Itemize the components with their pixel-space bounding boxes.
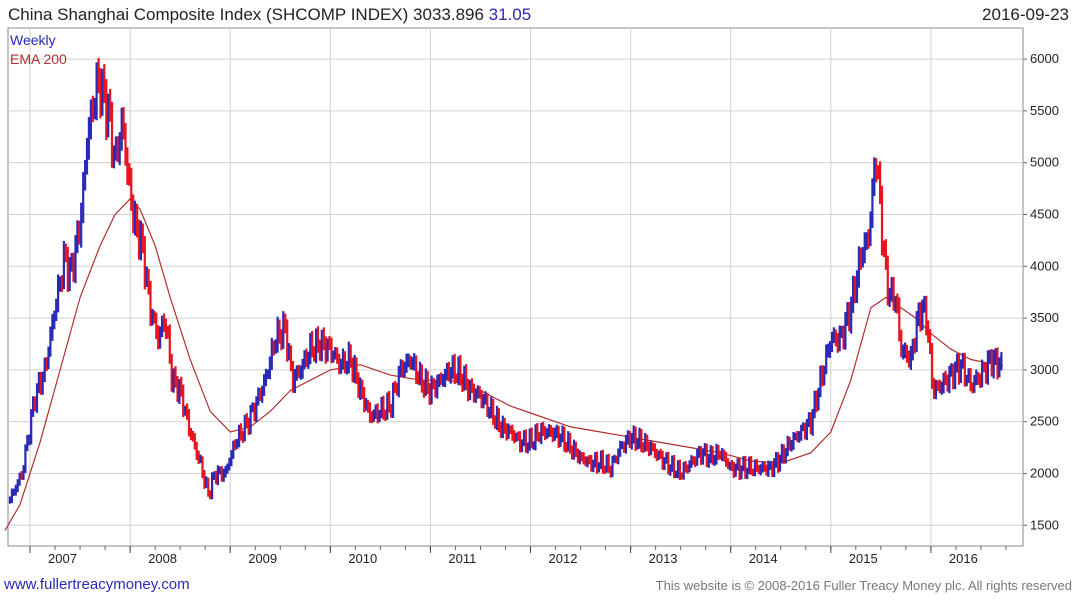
chart-date: 2016-09-23 (982, 5, 1069, 24)
legend-weekly: Weekly (10, 32, 56, 48)
x-tick-label: 2011 (448, 551, 476, 566)
website-link[interactable]: www.fullertreacymoney.com (4, 576, 190, 593)
y-tick-label: 2500 (1030, 414, 1059, 429)
y-tick-label: 1500 (1030, 517, 1059, 532)
legend-ema: EMA 200 (10, 51, 67, 67)
x-tick-label: 2012 (549, 551, 578, 566)
x-tick-label: 2013 (649, 551, 678, 566)
x-tick-label: 2008 (148, 551, 177, 566)
x-axis: 2007 2008 2009 2010 2011 2012 2013 2014 2015 2016 (29, 546, 1007, 566)
price-change: 31.05 (488, 5, 532, 24)
y-tick-label: 2000 (1030, 465, 1059, 480)
chart-title: China Shanghai Composite Index (SHCOMP I… (8, 5, 531, 25)
x-tick-label: 2014 (749, 551, 778, 566)
y-tick-label: 4500 (1030, 206, 1059, 221)
y-tick-label: 6000 (1030, 51, 1059, 66)
x-tick-label: 2015 (849, 551, 878, 566)
weekly-candles-group (8, 58, 1003, 504)
x-tick-label: 2007 (48, 551, 77, 566)
copyright-text: This website is © 2008-2016 Fuller Treac… (655, 578, 1072, 593)
y-tick-label: 4000 (1030, 258, 1059, 273)
plot-area (7, 27, 1024, 547)
grid-lines (8, 28, 1023, 546)
y-tick-label: 5000 (1030, 155, 1059, 170)
y-tick-label: 3000 (1030, 362, 1059, 377)
y-tick-label: 3500 (1030, 310, 1059, 325)
chart-title-text: China Shanghai Composite Index (SHCOMP I… (8, 5, 484, 24)
x-tick-label: 2016 (949, 551, 978, 566)
y-tick-label: 5500 (1030, 103, 1059, 118)
x-tick-label: 2010 (348, 551, 377, 566)
y-axis: 1500 2000 2500 3000 3500 4000 4500 5000 5500 6000 (1023, 51, 1059, 532)
x-tick-label: 2009 (248, 551, 277, 566)
